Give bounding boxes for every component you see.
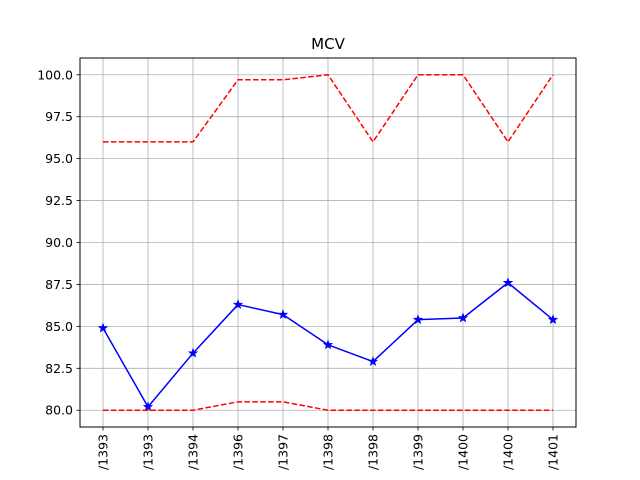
series-line-3 bbox=[103, 401, 553, 411]
x-tick-label: /1401 bbox=[546, 434, 561, 470]
data-point bbox=[547, 314, 559, 325]
data-point bbox=[367, 356, 379, 367]
chart-title: MCV bbox=[311, 35, 345, 53]
data-point bbox=[142, 401, 154, 412]
x-tick-label: /1393 bbox=[141, 434, 156, 470]
x-tick-label: /1400 bbox=[501, 434, 516, 470]
x-tick-label: /1397 bbox=[276, 434, 291, 470]
y-tick-label: 100.0 bbox=[37, 67, 73, 82]
y-tick-label: 90.0 bbox=[45, 235, 73, 250]
y-tick-label: 97.5 bbox=[45, 109, 73, 124]
series-layer bbox=[97, 74, 559, 412]
data-point bbox=[97, 322, 109, 333]
data-point bbox=[457, 312, 469, 323]
data-point bbox=[322, 339, 334, 350]
data-point bbox=[232, 299, 244, 309]
x-tick-label: /1396 bbox=[231, 434, 246, 470]
series-line-2 bbox=[103, 74, 554, 143]
y-tick-label: 80.0 bbox=[45, 403, 73, 418]
data-point bbox=[412, 314, 424, 325]
data-point bbox=[187, 347, 199, 358]
x-tick-label: /1393 bbox=[96, 434, 111, 470]
x-axis: /1393/1393/1394/1396/1397/1398/1398/1399… bbox=[96, 427, 561, 470]
x-tick-label: /1399 bbox=[411, 434, 426, 470]
grid bbox=[80, 58, 576, 427]
x-tick-label: /1398 bbox=[321, 434, 336, 470]
y-axis: 80.0 82.5 85.0 87.5 90.0 92.5 95.0 97.5 100.0 bbox=[37, 67, 80, 418]
x-tick-label: /1398 bbox=[366, 434, 381, 470]
y-tick-label: 95.0 bbox=[45, 151, 73, 166]
data-point bbox=[277, 309, 289, 320]
data-point bbox=[502, 277, 514, 288]
y-tick-label: 92.5 bbox=[45, 193, 73, 208]
x-tick-label: /1400 bbox=[456, 434, 471, 470]
x-tick-label: /1394 bbox=[186, 434, 201, 470]
y-tick-label: 85.0 bbox=[45, 319, 73, 334]
y-tick-label: 82.5 bbox=[45, 361, 73, 376]
y-tick-label: 87.5 bbox=[45, 277, 73, 292]
